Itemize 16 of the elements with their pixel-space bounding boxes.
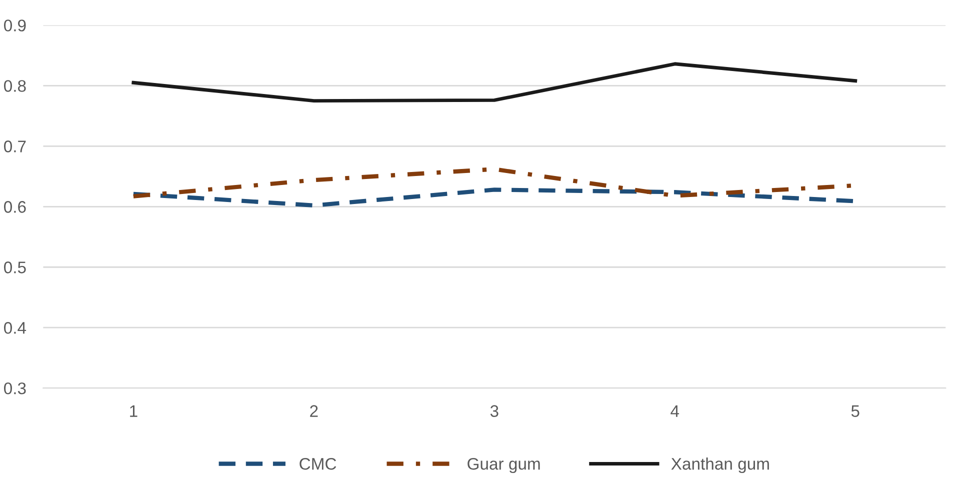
x-tick-label: 5 xyxy=(851,405,860,417)
x-tick-label: 4 xyxy=(670,405,680,417)
y-tick-label: 0.5 xyxy=(4,262,26,274)
x-tick-label: 1 xyxy=(130,405,138,417)
y-tick-label: 0.7 xyxy=(4,140,26,152)
y-tick-label: 0.4 xyxy=(4,322,26,334)
y-tick-label: 0.6 xyxy=(4,201,26,213)
x-tick-label: 3 xyxy=(490,405,498,417)
y-tick-label: 0.9 xyxy=(4,20,26,32)
x-tick-label: 2 xyxy=(310,405,318,417)
y-tick-label: 0.3 xyxy=(4,382,26,394)
legend-label: CMC xyxy=(300,458,336,470)
y-tick-label: 0.8 xyxy=(4,80,26,92)
legend-label: Xanthan gum xyxy=(671,458,769,474)
line-series xyxy=(132,62,858,103)
legend-label: Guar gum xyxy=(468,458,540,474)
